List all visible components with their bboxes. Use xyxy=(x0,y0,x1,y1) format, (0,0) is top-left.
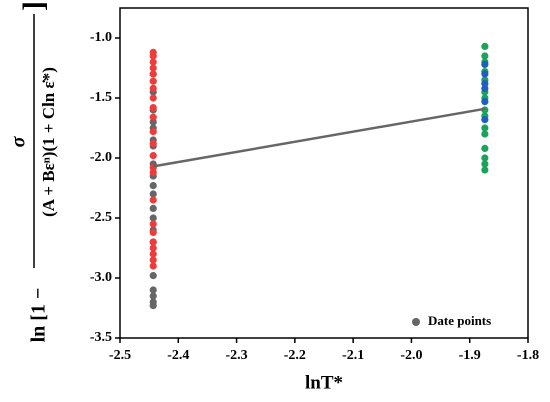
data-point xyxy=(481,124,489,132)
data-point xyxy=(149,228,157,236)
y-label-suffix: ] xyxy=(17,1,50,11)
data-point xyxy=(149,48,157,57)
data-point xyxy=(481,70,489,78)
x-tick-label: -1.9 xyxy=(459,348,481,363)
x-tick-label: -2.5 xyxy=(109,348,131,363)
data-point xyxy=(149,220,157,228)
data-point xyxy=(481,154,489,162)
y-tick-label: -2.0 xyxy=(90,150,112,165)
data-point xyxy=(149,190,157,198)
data-point xyxy=(149,84,157,92)
data-point xyxy=(149,104,157,112)
data-point xyxy=(149,214,157,222)
x-tick-label: -2.4 xyxy=(167,348,189,363)
data-point xyxy=(149,182,157,190)
fit-line xyxy=(153,107,486,168)
x-tick-label: -2.3 xyxy=(225,348,247,363)
x-tick-label: -1.8 xyxy=(517,348,539,363)
data-point xyxy=(149,77,157,85)
y-label-denominator: (A + Bεⁿ)(1 + Cln ε̇*) xyxy=(39,67,58,217)
data-point xyxy=(149,94,157,102)
data-point xyxy=(149,238,157,246)
data-point xyxy=(149,298,157,306)
y-axis-label: ln [1 − σ (A + Bεⁿ)(1 + Cln ε̇*) ] xyxy=(8,1,58,342)
data-point xyxy=(481,84,489,92)
plot-frame xyxy=(119,7,529,339)
data-point xyxy=(149,286,157,294)
data-point xyxy=(149,113,157,121)
data-point xyxy=(149,64,157,72)
data-point xyxy=(481,52,489,60)
y-tick-label: -1.0 xyxy=(90,30,112,45)
legend-label: Date points xyxy=(428,313,491,328)
y-label-prefix: ln [1 − xyxy=(28,288,50,343)
data-point xyxy=(481,166,489,174)
x-tick-label: -2.0 xyxy=(400,348,422,363)
data-point xyxy=(481,160,489,168)
data-point xyxy=(149,70,157,78)
y-tick-label: -3.0 xyxy=(90,270,112,285)
data-point xyxy=(149,244,157,252)
data-point xyxy=(149,250,157,258)
y-tick-label: -1.5 xyxy=(90,90,112,105)
data-point xyxy=(149,128,157,136)
data-point xyxy=(149,256,157,264)
y-label-numerator: σ xyxy=(8,135,30,147)
y-tick-label: -3.5 xyxy=(90,330,112,345)
data-point xyxy=(149,58,157,66)
data-point xyxy=(481,116,489,124)
data-point xyxy=(149,262,157,270)
data-point xyxy=(149,152,157,160)
x-tick-label: -2.2 xyxy=(284,348,306,363)
legend-marker xyxy=(412,318,420,326)
data-point xyxy=(481,60,489,68)
data-point xyxy=(481,130,489,138)
data-point xyxy=(481,42,489,51)
data-point xyxy=(149,196,157,204)
data-point xyxy=(481,144,489,152)
data-point xyxy=(481,98,489,106)
data-point xyxy=(149,292,157,300)
x-axis-label: lnT* xyxy=(305,372,343,393)
x-tick-label: -2.1 xyxy=(342,348,364,363)
data-point xyxy=(149,204,157,212)
data-point xyxy=(149,140,157,148)
y-tick-label: -2.5 xyxy=(90,210,112,225)
data-point xyxy=(149,272,157,280)
